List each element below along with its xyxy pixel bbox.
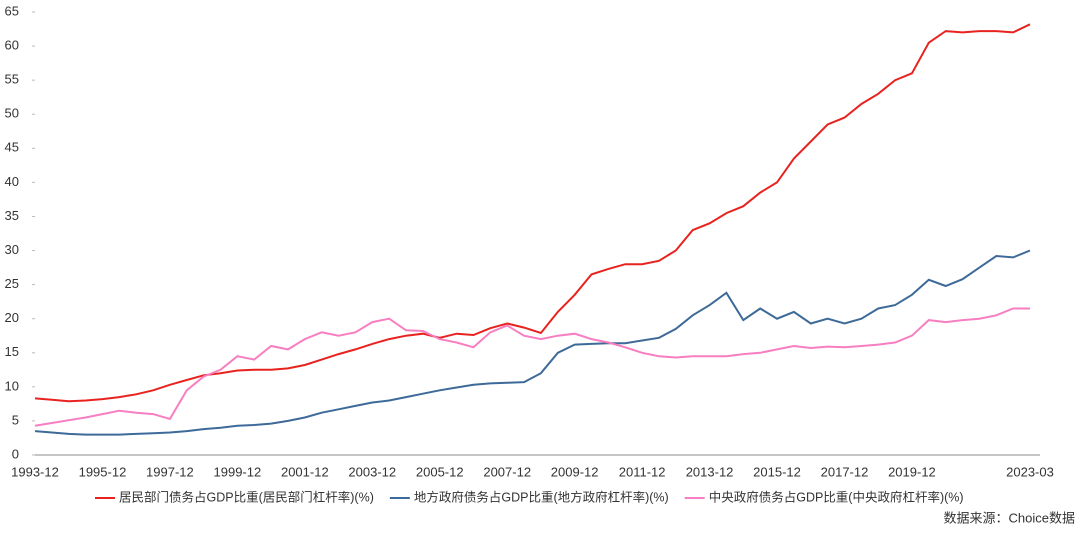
y-tick-label: 20 [5,310,19,325]
x-tick-label: 2019-12 [888,464,936,479]
series-line [34,23,1031,403]
x-tick-label: 2023-03 [1006,464,1054,479]
legend: 居民部门债务占GDP比重(居民部门杠杆率)(%) 地方政府债务占GDP比重(地方政… [95,489,964,504]
x-tick-label: 2011-12 [619,464,666,479]
y-tick-label: 5 [12,412,19,427]
x-tick-label: 2007-12 [483,464,531,479]
y-tick-label: 0 [12,446,19,461]
y-tick-label: 35 [5,208,19,223]
x-tick-label: 1999-12 [214,464,262,479]
y-tick-label: 40 [5,174,19,189]
y-tick-label: 10 [5,378,19,393]
x-tick-label: 1993-12 [11,464,59,479]
x-tick-label: 2009-12 [551,464,599,479]
x-tick-label: 1995-12 [79,464,127,479]
y-tick-label: 55 [5,72,19,87]
x-tick-label: 2001-12 [281,464,329,479]
x-tick-label: 2005-12 [416,464,464,479]
x-tick-label: 2013-12 [686,464,734,479]
x-tick-label: 2015-12 [753,464,801,479]
x-tick-label: 1997-12 [146,464,194,479]
legend-label: 居民部门债务占GDP比重(居民部门杠杆率)(%) [119,489,374,504]
legend-label: 中央政府债务占GDP比重(中央政府杠杆率)(%) [709,489,964,504]
y-tick-label: 45 [5,140,19,155]
legend-label: 地方政府债务占GDP比重(地方政府杠杆率)(%) [414,489,669,504]
x-tick-label: 2003-12 [348,464,396,479]
series-line [34,307,1030,427]
series-line [34,249,1031,436]
y-tick-label: 60 [5,38,19,53]
y-tick-label: 65 [5,3,19,18]
source-note: 数据来源：Choice数据 [944,510,1075,525]
y-tick-label: 50 [5,106,19,121]
x-tick-label: 2017-12 [821,464,869,479]
y-tick-label: 15 [5,344,19,359]
y-tick-label: 30 [5,242,19,257]
y-tick-label: 25 [5,276,19,291]
